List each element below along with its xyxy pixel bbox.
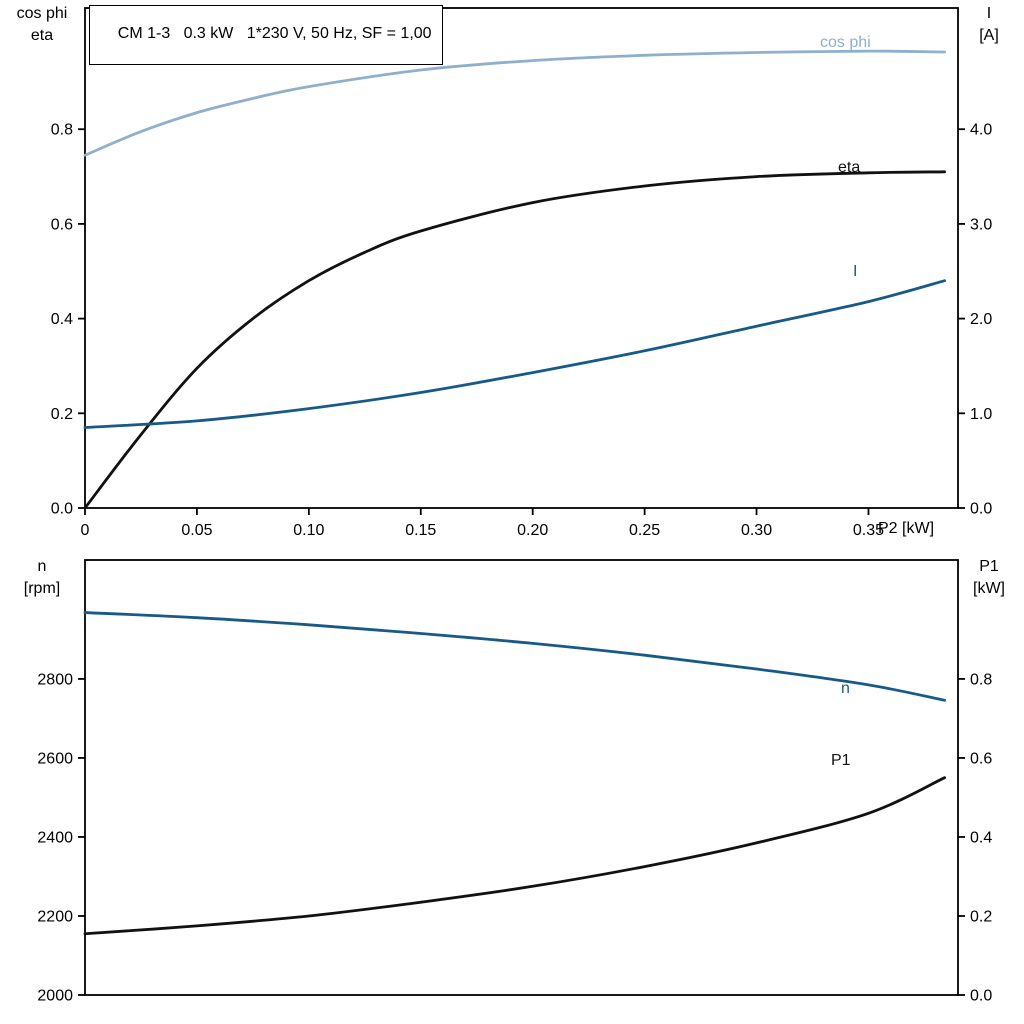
y-right-tick-label: 0.2 <box>970 908 992 925</box>
x-tick-label: 0.05 <box>181 522 212 539</box>
series-label-cos-phi: cos phi <box>820 34 871 51</box>
y-left-tick-label: 2600 <box>37 750 73 767</box>
series-label-n: n <box>841 680 850 697</box>
y-left-tick-label: 2400 <box>37 829 73 846</box>
x-tick-label: 0.15 <box>405 522 436 539</box>
axis-label-speed: n <box>37 558 47 575</box>
x-tick-label: 0.20 <box>517 522 548 539</box>
axis-label-power-unit: [kW] <box>973 580 1005 597</box>
y-right-tick-label: 1.0 <box>970 406 992 423</box>
y-right-tick-label: 4.0 <box>970 122 992 139</box>
y-right-tick-label: 0.4 <box>970 829 992 846</box>
series-curve-eta <box>83 170 946 510</box>
x-tick-label: 0.35 <box>853 522 884 539</box>
axis-label-current-unit: [A] <box>979 27 999 44</box>
series-curve-P1 <box>83 776 946 936</box>
plot-frame-1 <box>84 559 959 996</box>
axis-label-eta: eta <box>30 27 54 44</box>
bottom-right-axis-label: P1 [kW] <box>958 556 1020 600</box>
y-left-tick-label: 0.0 <box>51 501 73 518</box>
y-left-tick-label: 0.8 <box>51 122 73 139</box>
axis-label-cos-phi: cos phi <box>16 5 68 22</box>
series-curve-cos-phi <box>83 49 946 157</box>
y-right-tick-label: 2.0 <box>970 311 992 328</box>
axis-label-current: I <box>986 5 992 22</box>
axis-label-speed-unit: [rpm] <box>23 580 61 597</box>
series-label-P1: P1 <box>831 752 851 769</box>
series-curve-n <box>83 611 946 702</box>
chart-title: CM 1-3 0.3 kW 1*230 V, 50 Hz, SF = 1,00 <box>117 25 432 42</box>
y-left-tick-label: 2800 <box>37 671 73 688</box>
x-tick-label: 0.30 <box>741 522 772 539</box>
axis-label-power: P1 <box>979 558 999 575</box>
x-tick-label: 0 <box>81 522 90 539</box>
y-left-tick-label: 0.6 <box>51 216 73 233</box>
y-right-tick-label: 0.6 <box>970 750 992 767</box>
x-axis-label: P2 [kW] <box>878 520 935 537</box>
y-right-tick-label: 0.0 <box>970 501 992 518</box>
y-left-tick-label: 2000 <box>37 988 73 1005</box>
series-curve-I <box>83 279 946 429</box>
series-label-eta: eta <box>838 159 860 176</box>
x-tick-label: 0.25 <box>629 522 660 539</box>
plot-frame-0 <box>84 7 959 509</box>
top-right-axis-label: I [A] <box>960 3 1018 47</box>
y-right-tick-label: 3.0 <box>970 216 992 233</box>
y-right-tick-label: 0.0 <box>970 988 992 1005</box>
x-tick-label: 0.10 <box>293 522 324 539</box>
y-right-tick-label: 0.8 <box>970 671 992 688</box>
y-left-tick-label: 2200 <box>37 908 73 925</box>
y-left-tick-label: 0.2 <box>51 406 73 423</box>
chart-title-box: CM 1-3 0.3 kW 1*230 V, 50 Hz, SF = 1,00 <box>89 5 443 65</box>
y-left-tick-label: 0.4 <box>51 311 73 328</box>
top-left-axis-label: cos phi eta <box>6 3 78 47</box>
bottom-left-axis-label: n [rpm] <box>6 556 78 600</box>
series-label-I: I <box>853 263 857 280</box>
